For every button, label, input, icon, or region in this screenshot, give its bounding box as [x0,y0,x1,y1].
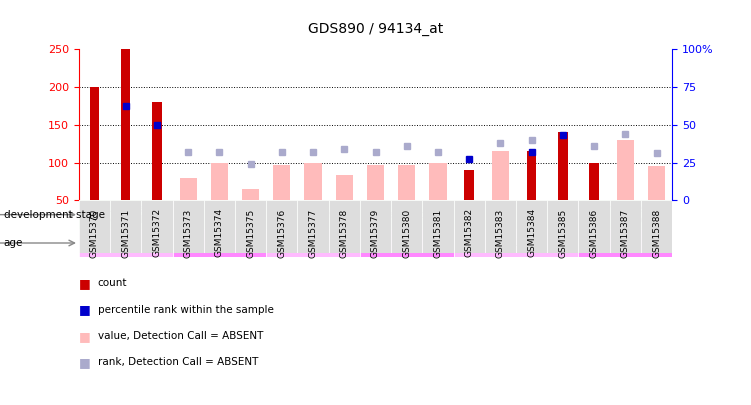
Text: birth: birth [612,238,638,248]
Bar [273,165,291,200]
Text: neural crest
stem cells: neural crest stem cells [96,204,155,226]
Text: GSM15383: GSM15383 [496,208,505,258]
Text: GSM15385: GSM15385 [558,208,567,258]
Bar [578,229,672,257]
Bar [235,200,266,253]
Bar [360,200,391,253]
Bar [454,229,578,257]
Text: GSM15387: GSM15387 [621,208,630,258]
Bar [578,200,672,229]
Bar [266,200,297,253]
Bar [266,229,360,257]
Text: GSM15377: GSM15377 [309,208,318,258]
Text: GSM15380: GSM15380 [403,208,412,258]
Text: GSM15370: GSM15370 [90,208,99,258]
Bar [464,170,474,200]
Bar [110,200,141,253]
Text: ■: ■ [79,303,91,316]
Text: GSM15388: GSM15388 [652,208,661,258]
Text: development stage: development stage [4,210,104,220]
Bar [610,200,641,253]
Bar [173,200,204,253]
Bar [79,229,173,257]
Bar [173,229,266,257]
Bar [141,200,173,253]
Bar [297,200,329,253]
Text: GSM15379: GSM15379 [371,208,380,258]
Bar [558,132,568,200]
Bar [204,200,235,253]
Text: GSM15374: GSM15374 [215,208,224,258]
Bar [422,200,454,253]
Bar [336,175,353,200]
Text: GSM15372: GSM15372 [152,208,161,258]
Bar [547,200,578,253]
Text: ■: ■ [79,277,91,290]
Bar [152,102,161,200]
Bar [648,166,665,200]
Bar [173,200,578,229]
Bar [527,151,536,200]
Bar [304,162,321,200]
Text: ■: ■ [79,356,91,369]
Text: GSM15371: GSM15371 [121,208,130,258]
Bar [329,200,360,253]
Text: count: count [98,279,127,288]
Text: GSM15386: GSM15386 [590,208,599,258]
Text: GSM15382: GSM15382 [465,208,474,258]
Bar [211,162,228,200]
Bar [485,200,516,253]
Text: GSM15375: GSM15375 [246,208,255,258]
Bar [242,189,259,200]
Bar [590,162,599,200]
Bar [617,140,634,200]
Bar [516,200,547,253]
Bar [641,200,672,253]
Text: Schwann cell percursors: Schwann cell percursors [316,210,435,220]
Bar [578,200,610,253]
Text: E12: E12 [209,238,230,248]
Text: GSM15373: GSM15373 [184,208,193,258]
Text: E14: E14 [303,238,324,248]
Text: E18: E18 [505,238,526,248]
Bar [79,200,110,253]
Bar [367,165,384,200]
Text: rank, Detection Call = ABSENT: rank, Detection Call = ABSENT [98,358,258,367]
Bar [398,165,415,200]
Text: E9.5: E9.5 [113,238,138,248]
Text: GDS890 / 94134_at: GDS890 / 94134_at [308,22,443,36]
Text: value, Detection Call = ABSENT: value, Detection Call = ABSENT [98,331,263,341]
Bar [90,87,99,200]
Text: mature
Schwann cell: mature Schwann cell [593,204,657,226]
Bar [121,49,131,200]
Text: GSM15381: GSM15381 [433,208,442,258]
Text: percentile rank within the sample: percentile rank within the sample [98,305,273,315]
Text: E16: E16 [397,238,418,248]
Text: GSM15384: GSM15384 [527,208,536,258]
Text: GSM15376: GSM15376 [277,208,286,258]
Text: GSM15378: GSM15378 [339,208,348,258]
Bar [179,178,197,200]
Text: ■: ■ [79,330,91,343]
Bar [430,162,447,200]
Bar [79,200,173,229]
Text: age: age [4,238,23,248]
Bar [360,229,454,257]
Bar [454,200,485,253]
Bar [391,200,422,253]
Bar [492,151,509,200]
